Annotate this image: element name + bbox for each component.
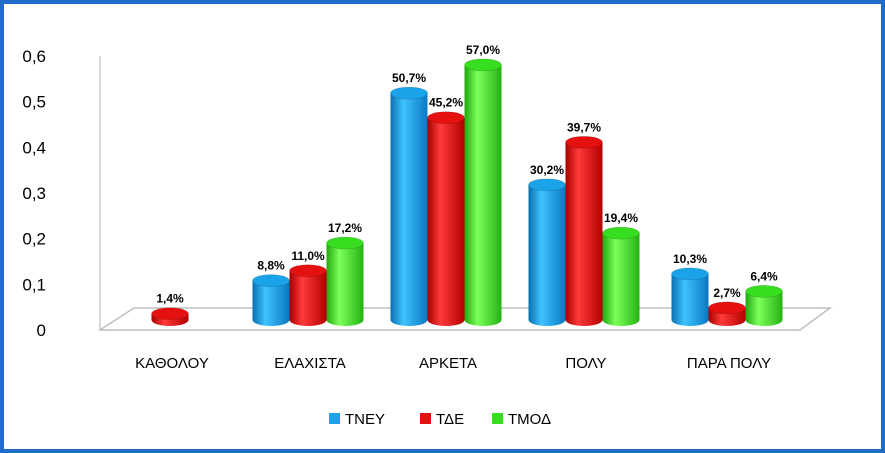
data-label: 45,2%	[429, 96, 463, 110]
data-label: 6,4%	[750, 269, 778, 283]
bar-body	[565, 142, 603, 326]
bar-body	[326, 243, 364, 326]
x-category-label: ΠΑΡΑ ΠΟΛΥ	[687, 355, 771, 372]
y-tick-label: 0,6	[22, 47, 46, 66]
y-tick-label: 0	[37, 321, 46, 340]
bar-top	[427, 111, 465, 125]
bar-τμοδ-4	[745, 284, 783, 326]
y-tick-label: 0,4	[22, 138, 46, 157]
bar-τδε-3	[565, 135, 603, 326]
bar-τδε-2	[427, 111, 465, 326]
bar-body	[427, 117, 465, 326]
data-label: 17,2%	[328, 221, 362, 235]
data-label: 1,4%	[156, 292, 184, 306]
bar-τδε-1	[289, 264, 327, 326]
bar-top	[151, 307, 189, 321]
bar-top	[708, 301, 746, 315]
data-label: 30,2%	[530, 163, 564, 177]
legend-label: ΤΔΕ	[436, 411, 464, 428]
bar-body	[390, 93, 428, 326]
legend-item-τμοδ: ΤΜΟΔ	[492, 411, 551, 428]
bar-τνευ-4	[671, 267, 709, 326]
legend-label: ΤΜΟΔ	[508, 411, 551, 428]
data-label: 57,0%	[466, 43, 500, 57]
bar-body	[464, 64, 502, 326]
bar-body	[252, 280, 290, 326]
bar-top	[326, 236, 364, 250]
bar-τνευ-1	[252, 274, 290, 326]
y-tick-label: 0,3	[22, 184, 46, 203]
legend-label: ΤΝΕΥ	[345, 411, 385, 428]
y-tick-label: 0,1	[22, 275, 46, 294]
bar-τδε-0	[151, 307, 189, 326]
legend-swatch	[329, 413, 340, 424]
y-tick-label: 0,2	[22, 230, 46, 249]
bar-τμοδ-1	[326, 236, 364, 326]
bar-body	[289, 270, 327, 326]
data-label: 10,3%	[673, 252, 707, 266]
data-label: 8,8%	[257, 259, 285, 273]
data-label: 50,7%	[392, 71, 426, 85]
bar-top	[745, 284, 783, 298]
bar-top	[671, 267, 709, 281]
bar-top	[565, 135, 603, 149]
bar-body	[602, 233, 640, 326]
legend-item-τδε: ΤΔΕ	[420, 411, 464, 428]
x-category-label: ΚΑΘΟΛΟΥ	[135, 355, 209, 372]
x-category-label: ΑΡΚΕΤΑ	[419, 355, 477, 372]
bar-body	[745, 291, 783, 326]
data-label: 19,4%	[604, 211, 638, 225]
bar-body	[671, 273, 709, 326]
bar-τμοδ-2	[464, 58, 502, 326]
bar-top	[464, 58, 502, 72]
data-label: 2,7%	[713, 286, 741, 300]
bar-top	[252, 274, 290, 288]
legend-swatch	[420, 413, 431, 424]
data-label: 39,7%	[567, 120, 601, 134]
bar-τνευ-2	[390, 86, 428, 326]
bar-τνευ-3	[528, 178, 566, 326]
bar-τμοδ-3	[602, 226, 640, 326]
bar-top	[528, 178, 566, 192]
x-category-label: ΕΛΑΧΙΣΤΑ	[274, 355, 346, 372]
legend-swatch	[492, 413, 503, 424]
data-label: 11,0%	[291, 249, 325, 263]
bar-top	[602, 226, 640, 240]
bar-body	[528, 184, 566, 326]
bar-top	[390, 86, 428, 100]
bar-top	[289, 264, 327, 278]
y-tick-label: 0,5	[22, 93, 46, 112]
bar-τδε-4	[708, 301, 746, 326]
legend-item-τνευ: ΤΝΕΥ	[329, 411, 385, 428]
x-category-label: ΠΟΛΥ	[565, 355, 606, 372]
